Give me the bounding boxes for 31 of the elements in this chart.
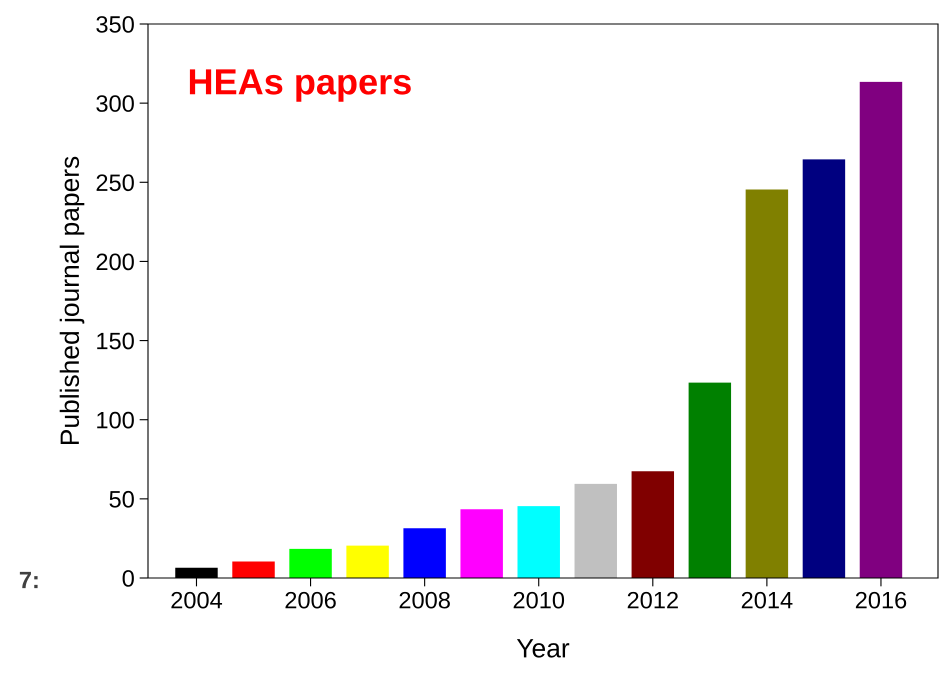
text: HEAs papers: [190, 69, 411, 102]
bar: [860, 82, 902, 578]
y-axis-title: Published journal papers: [60, 156, 84, 444]
y-tick-label: 200: [96, 253, 134, 270]
text: 7:: [20, 572, 38, 588]
y-tick-label: 350: [96, 16, 134, 33]
bar: [460, 509, 503, 578]
bar: [403, 528, 446, 578]
bar: [232, 561, 275, 578]
bar: [574, 484, 617, 578]
y-tick-label: 100: [97, 412, 134, 428]
bar: [289, 548, 332, 578]
x-tick-label: 2012: [628, 592, 678, 609]
x-tick-label: 2006: [285, 592, 336, 609]
x-tick-label: 2010: [514, 592, 564, 609]
x-tick-label: 2014: [742, 592, 792, 609]
x-tick-label: 2008: [400, 592, 450, 609]
bar: [517, 506, 560, 578]
x-tick-label: 2004: [171, 592, 222, 609]
y-tick-label: 250: [96, 174, 134, 192]
x-axis-title: Year: [516, 639, 570, 658]
y-tick-label: 150: [97, 332, 134, 350]
x-tick-label: 2016: [856, 592, 906, 609]
bar: [688, 382, 732, 578]
bar: [802, 159, 846, 578]
bar: [632, 471, 674, 578]
y-tick-label: 300: [96, 95, 134, 112]
bar: [346, 546, 389, 578]
y-tick-label: 0: [122, 570, 134, 587]
y-tick-label: 50: [109, 490, 134, 508]
bar: [746, 190, 788, 578]
